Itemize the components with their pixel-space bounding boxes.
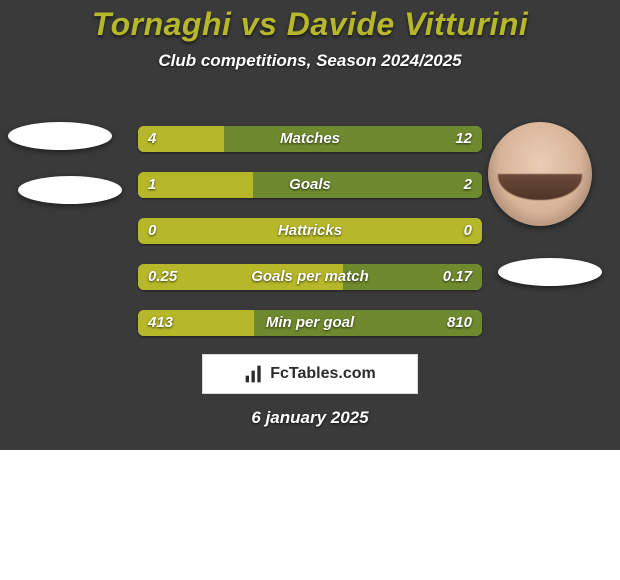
stat-label: Goals — [138, 172, 482, 198]
subtitle: Club competitions, Season 2024/2025 — [0, 51, 620, 71]
player-left-avatar-2 — [18, 176, 122, 204]
stat-label: Matches — [138, 126, 482, 152]
stat-value-right: 0.17 — [443, 264, 472, 290]
stat-label: Min per goal — [138, 310, 482, 336]
comparison-card: Tornaghi vs Davide Vitturini Club compet… — [0, 0, 620, 450]
stat-value-right: 0 — [464, 218, 472, 244]
stat-row: 4Matches12 — [138, 126, 482, 152]
stat-row: 1Goals2 — [138, 172, 482, 198]
bar-chart-icon — [244, 364, 264, 384]
brand-text: FcTables.com — [270, 365, 376, 383]
player-right-avatar-1 — [488, 122, 592, 226]
stat-value-right: 810 — [447, 310, 472, 336]
player-right-avatar-2 — [498, 258, 602, 286]
stat-label: Hattricks — [138, 218, 482, 244]
stat-row: 413Min per goal810 — [138, 310, 482, 336]
stat-label: Goals per match — [138, 264, 482, 290]
stat-row: 0.25Goals per match0.17 — [138, 264, 482, 290]
date-text: 6 january 2025 — [0, 408, 620, 428]
brand-box: FcTables.com — [202, 354, 418, 394]
stat-value-right: 12 — [455, 126, 472, 152]
stat-value-right: 2 — [464, 172, 472, 198]
page-title: Tornaghi vs Davide Vitturini — [0, 6, 620, 43]
player-left-avatar-1 — [8, 122, 112, 150]
stat-rows: 4Matches12 1Goals2 0Hattricks0 0.25Goals pe… — [138, 126, 482, 356]
stat-row: 0Hattricks0 — [138, 218, 482, 244]
